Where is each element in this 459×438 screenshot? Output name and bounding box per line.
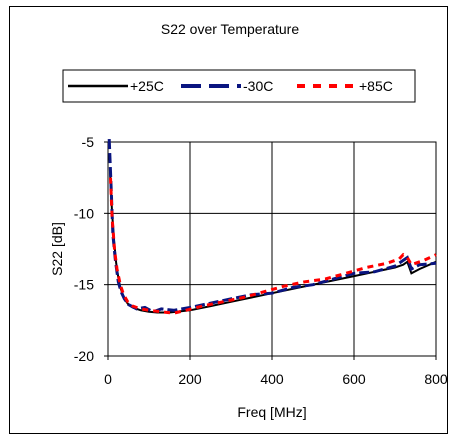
x-tick-label: 0: [104, 371, 112, 387]
chart-title: S22 over Temperature: [161, 21, 299, 37]
y-tick-label: -20: [74, 348, 94, 364]
x-tick-label: 200: [178, 371, 202, 387]
legend-label: +25C: [130, 78, 164, 94]
x-axis-label: Freq [MHz]: [237, 404, 306, 420]
legend-label: +85C: [359, 78, 393, 94]
series-lines: [107, 139, 437, 315]
legend-label: -30C: [243, 78, 273, 94]
y-axis-label: S22 [dB]: [49, 222, 65, 276]
y-tick-label: -10: [74, 205, 94, 221]
tick-labels: 0 200 400 600 800 -5 -10 -15 -20: [74, 134, 448, 387]
y-tick-label: -5: [82, 134, 95, 150]
grid: [108, 142, 436, 356]
x-tick-label: 600: [342, 371, 366, 387]
series-line-plus85c: [109, 177, 437, 315]
x-tick-label: 800: [424, 371, 448, 387]
y-tick-label: -15: [74, 277, 94, 293]
x-tick-label: 400: [260, 371, 284, 387]
legend: +25C -30C +85C: [68, 78, 393, 94]
